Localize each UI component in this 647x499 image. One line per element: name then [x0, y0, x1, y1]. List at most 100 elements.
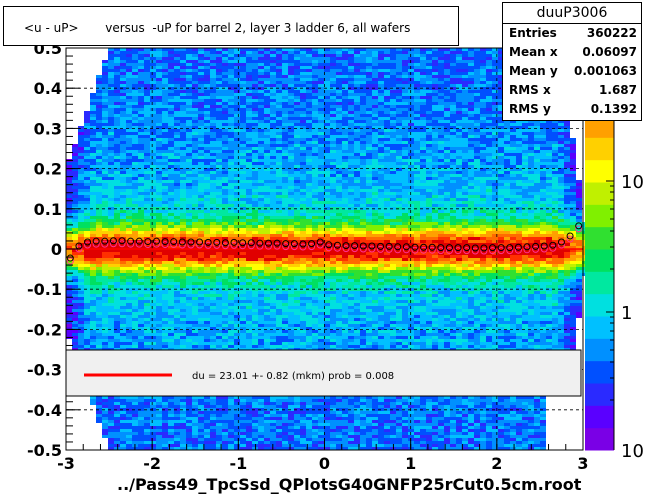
heatmap-cell	[240, 249, 246, 252]
heatmap-cell	[264, 156, 270, 159]
heatmap-cell	[168, 204, 174, 207]
heatmap-cell	[132, 204, 138, 207]
heatmap-cell	[144, 168, 150, 171]
heatmap-cell	[156, 144, 162, 147]
heatmap-cell	[246, 309, 252, 312]
heatmap-cell	[108, 144, 114, 147]
heatmap-cell	[168, 198, 174, 201]
heatmap-cell	[228, 276, 234, 279]
heatmap-cell	[120, 417, 126, 420]
heatmap-cell	[174, 192, 180, 195]
heatmap-cell	[204, 147, 210, 150]
heatmap-cell	[234, 339, 240, 342]
heatmap-cell	[252, 414, 258, 417]
heatmap-cell	[114, 429, 120, 432]
heatmap-cell	[276, 153, 282, 156]
heatmap-cell	[216, 426, 222, 429]
heatmap-cell	[72, 213, 78, 216]
heatmap-cell	[270, 285, 276, 288]
heatmap-cell	[174, 294, 180, 297]
heatmap-cell	[228, 186, 234, 189]
heatmap-cell	[150, 48, 156, 51]
heatmap-cell	[216, 93, 222, 96]
heatmap-cell	[156, 66, 162, 69]
heatmap-cell	[258, 159, 264, 162]
heatmap-cell	[258, 123, 264, 126]
heatmap-cell	[294, 72, 300, 75]
heatmap-cell	[228, 405, 234, 408]
heatmap-cell	[180, 327, 186, 330]
heatmap-cell	[102, 423, 108, 426]
heatmap-cell	[300, 84, 306, 87]
heatmap-cell	[240, 141, 246, 144]
heatmap-cell	[150, 114, 156, 117]
heatmap-cell	[96, 333, 102, 336]
heatmap-cell	[294, 165, 300, 168]
heatmap-cell	[162, 405, 168, 408]
heatmap-cell	[288, 75, 294, 78]
heatmap-cell	[126, 315, 132, 318]
heatmap-cell	[276, 96, 282, 99]
heatmap-cell	[210, 228, 216, 231]
heatmap-cell	[234, 327, 240, 330]
heatmap-cell	[300, 129, 306, 132]
heatmap-cell	[108, 342, 114, 345]
heatmap-cell	[198, 201, 204, 204]
heatmap-cell	[276, 126, 282, 129]
heatmap-cell	[138, 444, 144, 447]
heatmap-cell	[66, 258, 72, 261]
heatmap-cell	[168, 195, 174, 198]
heatmap-cell	[102, 309, 108, 312]
heatmap-cell	[126, 321, 132, 324]
heatmap-cell	[300, 171, 306, 174]
heatmap-cell	[150, 345, 156, 348]
heatmap-cell	[114, 336, 120, 339]
heatmap-cell	[228, 156, 234, 159]
heatmap-cell	[240, 69, 246, 72]
heatmap-cell	[228, 138, 234, 141]
heatmap-cell	[288, 291, 294, 294]
heatmap-cell	[120, 432, 126, 435]
heatmap-cell	[114, 117, 120, 120]
heatmap-cell	[246, 435, 252, 438]
heatmap-cell	[84, 189, 90, 192]
heatmap-cell	[168, 186, 174, 189]
heatmap-cell	[174, 75, 180, 78]
heatmap-cell	[102, 258, 108, 261]
heatmap-cell	[216, 423, 222, 426]
heatmap-cell	[228, 345, 234, 348]
heatmap-cell	[78, 186, 84, 189]
heatmap-cell	[72, 315, 78, 318]
heatmap-cell	[270, 84, 276, 87]
heatmap-cell	[114, 81, 120, 84]
heatmap-cell	[126, 312, 132, 315]
heatmap-cell	[72, 210, 78, 213]
heatmap-cell	[234, 309, 240, 312]
heatmap-cell	[228, 165, 234, 168]
heatmap-cell	[156, 228, 162, 231]
heatmap-cell	[120, 447, 126, 450]
heatmap-cell	[276, 120, 282, 123]
heatmap-cell	[294, 396, 300, 399]
heatmap-cell	[276, 315, 282, 318]
heatmap-cell	[288, 324, 294, 327]
heatmap-cell	[228, 114, 234, 117]
heatmap-cell	[222, 417, 228, 420]
heatmap-cell	[96, 231, 102, 234]
heatmap-cell	[90, 324, 96, 327]
heatmap-cell	[180, 51, 186, 54]
heatmap-cell	[144, 405, 150, 408]
heatmap-cell	[198, 210, 204, 213]
heatmap-cell	[102, 300, 108, 303]
heatmap-cell	[78, 336, 84, 339]
heatmap-cell	[138, 105, 144, 108]
heatmap-cell	[126, 291, 132, 294]
heatmap-cell	[258, 447, 264, 450]
heatmap-cell	[246, 204, 252, 207]
heatmap-cell	[126, 192, 132, 195]
heatmap-cell	[150, 171, 156, 174]
heatmap-cell	[288, 93, 294, 96]
heatmap-cell	[258, 327, 264, 330]
heatmap-cell	[264, 108, 270, 111]
heatmap-cell	[246, 132, 252, 135]
